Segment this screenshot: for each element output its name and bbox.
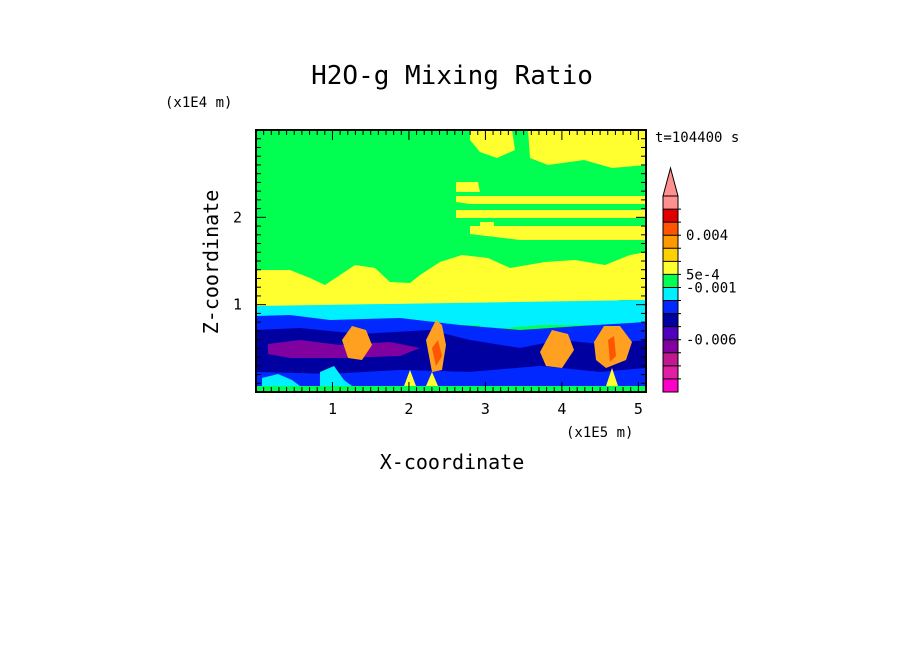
field-region-surface-yellow-2 (426, 372, 438, 386)
field-region-yellow-dot (480, 222, 494, 230)
colorbar-extend-arrow (662, 166, 679, 197)
colorbar-swatch (663, 339, 678, 354)
field-region-surface-green (256, 386, 646, 392)
field-region-yellow-small (456, 182, 480, 192)
colorbar-swatch (663, 235, 678, 249)
field-region-yellow-band-b (456, 210, 646, 218)
colorbar: 0.004 5e-4-0.001 -0.006 (662, 166, 737, 393)
x-axis-label: X-coordinate (380, 450, 525, 474)
colorbar-label: 5e-4 (686, 267, 720, 283)
field-region-yellow-upper (470, 130, 515, 158)
x-tick-label: 3 (481, 400, 490, 418)
y-axis-label: Z-coordinate (199, 190, 223, 335)
colorbar-swatch (663, 378, 678, 393)
colorbar-swatch (663, 326, 678, 341)
y-unit-label: (x1E4 m) (165, 95, 232, 111)
colorbar-swatch (663, 274, 678, 288)
contour-field (256, 130, 646, 392)
colorbar-swatch (663, 222, 678, 236)
x-tick-label: 2 (404, 400, 413, 418)
colorbar-label: -0.006 (686, 333, 737, 349)
colorbar-frame (662, 195, 679, 393)
field-region-red-core-1 (432, 340, 442, 366)
field-region-surface-cyan-2 (320, 366, 352, 386)
field-region-surface-yellow (404, 370, 416, 386)
chart-title: H2O-g Mixing Ratio (311, 61, 593, 91)
colorbar-label: -0.001 (686, 280, 737, 296)
y-tick-label: 2 (233, 208, 242, 226)
x-tick-label: 5 (634, 400, 643, 418)
colorbar-swatch (663, 209, 678, 223)
x-tick-label: 1 (328, 400, 337, 418)
field-region-cyan-bump (480, 310, 580, 330)
x-tick-label: 4 (557, 400, 566, 418)
field-region-red-core-2 (608, 336, 616, 362)
field-region-orange-plume-1 (342, 326, 372, 360)
colorbar-swatch (663, 248, 678, 262)
field-region-surface-yellow-3 (606, 368, 618, 386)
field-region-yellow-upper-right (528, 130, 646, 168)
field-region-purple-core (268, 340, 420, 358)
x-unit-label: (x1E5 m) (566, 425, 633, 441)
field-region-surface-cyan (262, 374, 300, 386)
field-region-yellow-band-a (456, 196, 646, 204)
colorbar-swatch (663, 352, 678, 367)
field-region-yellow-band-c (470, 226, 646, 240)
y-tick-label: 1 (233, 296, 242, 314)
colorbar-swatch (663, 287, 678, 301)
field-region-orange-plume-3 (540, 330, 574, 368)
colorbar-label: 0.004 (686, 228, 728, 244)
axes-ticks: 1 2 3 4 5 1 2 (233, 130, 646, 418)
colorbar-swatch (663, 300, 678, 314)
time-label: t=104400 s (655, 130, 739, 146)
field-region-blue-bottom (256, 366, 646, 392)
colorbar-swatch (663, 261, 678, 275)
colorbar-swatch (663, 196, 678, 210)
colorbar-swatch (663, 313, 678, 327)
colorbar-swatch (663, 365, 678, 380)
